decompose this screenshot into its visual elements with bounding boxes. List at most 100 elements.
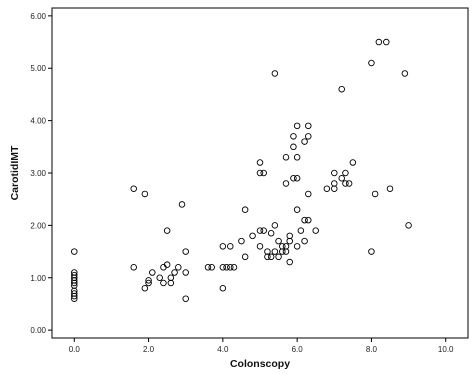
data-point — [271, 222, 279, 229]
data-point — [219, 243, 227, 250]
x-tick-label: 10.0 — [438, 345, 454, 354]
data-point — [71, 292, 78, 300]
data-point — [368, 248, 375, 255]
data-point — [368, 59, 375, 67]
data-point — [260, 227, 267, 234]
data-point — [149, 269, 156, 276]
y-tick-label: 0.00 — [30, 326, 46, 335]
data-point — [130, 185, 137, 192]
x-tick-label: 8.0 — [366, 345, 378, 354]
data-point — [342, 180, 349, 187]
data-point — [312, 227, 319, 234]
data-point — [182, 295, 189, 302]
data-point — [256, 227, 264, 234]
y-axis: 0.00 1.00 2.00 3.00 4.00 5.00 6.00 — [30, 12, 52, 335]
data-point — [293, 243, 301, 250]
data-point — [238, 237, 245, 245]
data-point — [383, 38, 390, 46]
plot-frame — [51, 7, 469, 339]
x-tick-label: 4.0 — [217, 345, 229, 354]
data-point — [293, 154, 301, 161]
data-point — [405, 222, 412, 229]
data-point — [290, 143, 297, 151]
data-point — [282, 154, 290, 161]
x-tick-label: 2.0 — [143, 345, 155, 354]
data-point — [163, 261, 171, 268]
data-point — [386, 185, 394, 192]
data-point — [178, 201, 186, 208]
data-point — [160, 279, 167, 287]
data-point — [331, 169, 338, 177]
data-point — [338, 174, 345, 182]
data-point — [71, 295, 78, 302]
data-point — [241, 206, 249, 213]
y-tick-label: 3.00 — [30, 169, 46, 178]
data-point — [141, 284, 149, 292]
data-point — [286, 258, 293, 266]
x-axis-title: Colonscopy — [230, 358, 290, 370]
data-point — [282, 248, 290, 255]
y-axis-title: CarotidIMT — [9, 145, 21, 200]
data-point — [331, 185, 338, 192]
y-tick-label: 6.00 — [30, 12, 46, 21]
data-point — [305, 190, 312, 198]
data-point — [305, 133, 312, 140]
data-points — [71, 38, 412, 302]
data-point — [301, 237, 308, 245]
data-point — [305, 216, 312, 224]
data-point — [297, 227, 305, 234]
data-point — [301, 216, 308, 224]
data-point — [267, 229, 275, 237]
data-point — [219, 284, 227, 292]
data-point — [345, 180, 353, 187]
data-point — [249, 232, 256, 240]
data-point — [290, 133, 297, 140]
data-point — [71, 279, 78, 287]
data-point — [219, 264, 227, 271]
data-point — [293, 122, 301, 130]
data-point — [371, 190, 379, 198]
data-point — [260, 169, 267, 177]
data-point — [208, 264, 215, 271]
x-axis: 0.0 2.0 4.0 6.0 8.0 10.0 — [69, 338, 454, 354]
data-point — [171, 269, 178, 276]
data-point — [275, 237, 282, 245]
data-point — [349, 159, 357, 166]
data-point — [401, 70, 409, 77]
data-point — [301, 138, 308, 145]
data-point — [227, 243, 234, 250]
data-point — [163, 227, 171, 234]
data-point — [279, 248, 286, 255]
data-point — [290, 174, 297, 182]
data-point — [227, 264, 234, 271]
data-point — [241, 253, 249, 261]
data-point — [375, 38, 383, 46]
y-tick-label: 2.00 — [30, 221, 46, 230]
data-point — [275, 253, 282, 261]
data-point — [182, 269, 189, 276]
data-point — [71, 248, 78, 255]
data-point — [130, 264, 137, 271]
data-point — [282, 180, 290, 187]
data-point — [271, 248, 279, 255]
data-point — [338, 85, 345, 93]
data-point — [204, 264, 212, 271]
data-point — [264, 253, 271, 261]
data-point — [141, 190, 149, 198]
data-point — [286, 237, 293, 245]
data-point — [145, 277, 152, 284]
data-point — [182, 248, 189, 255]
data-point — [256, 243, 264, 250]
data-point — [167, 279, 175, 287]
data-point — [267, 253, 275, 261]
data-point — [230, 264, 238, 271]
data-point — [271, 70, 279, 77]
data-point — [223, 264, 230, 271]
x-tick-label: 0.0 — [69, 345, 81, 354]
data-point — [175, 264, 182, 271]
data-point — [305, 122, 312, 130]
y-tick-label: 5.00 — [30, 64, 46, 73]
data-point — [342, 169, 349, 177]
